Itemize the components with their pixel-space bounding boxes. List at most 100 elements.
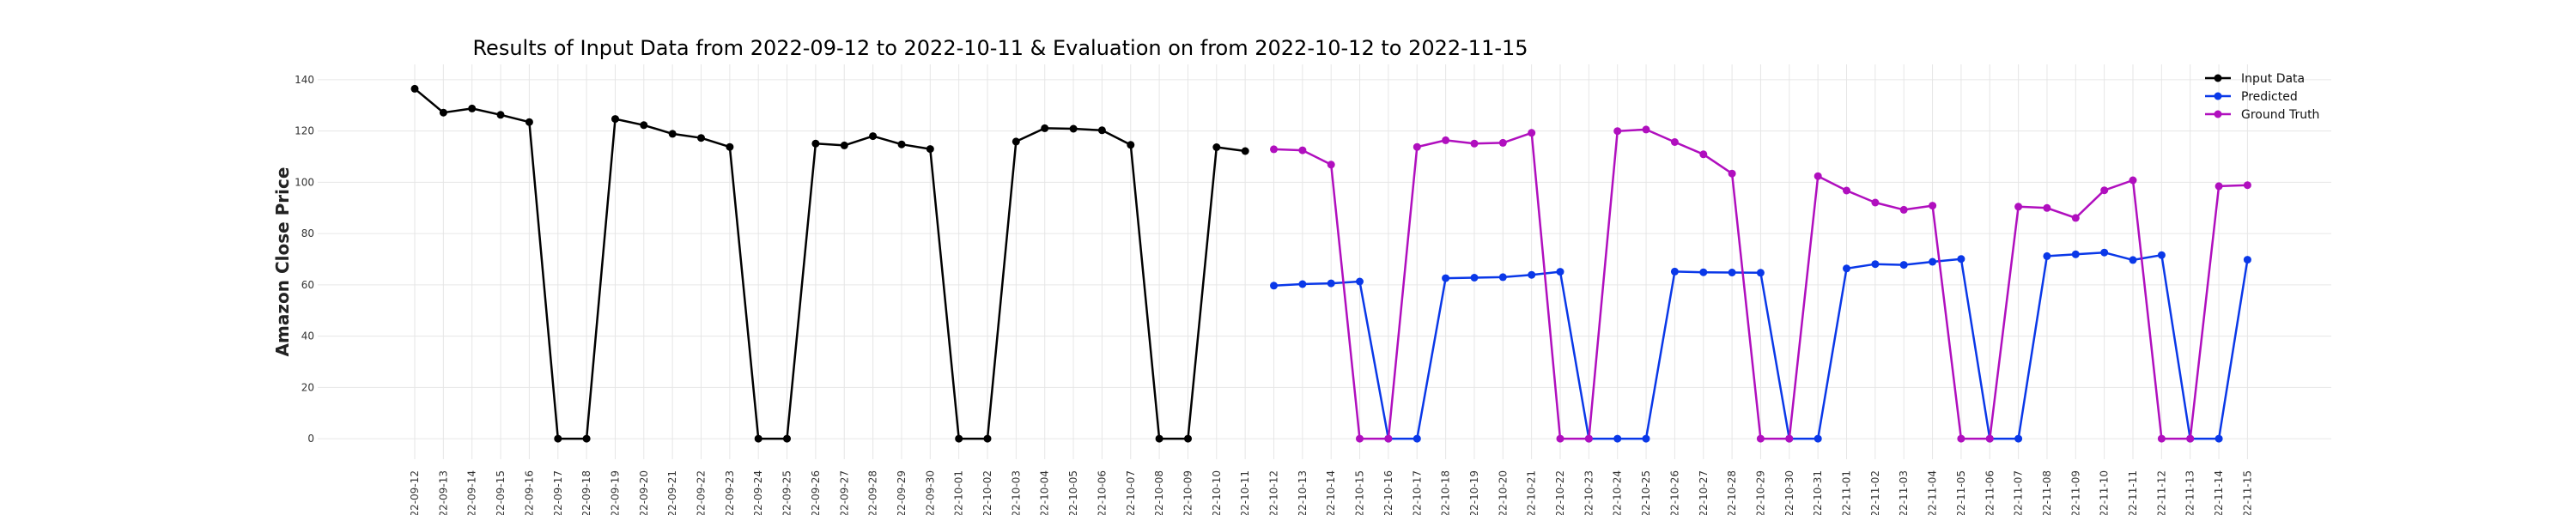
x-tick-label: 22-10-05	[1067, 470, 1079, 515]
data-point	[525, 118, 533, 126]
chart-title: Results of Input Data from 2022-09-12 to…	[472, 36, 1528, 60]
x-tick-label: 22-11-11	[2127, 470, 2139, 515]
data-point	[468, 104, 477, 112]
data-point	[1613, 434, 1622, 443]
data-point	[1899, 261, 1908, 270]
y-axis-ticks: 0 20 40 60 80 100 120 140	[295, 74, 314, 445]
data-point	[1413, 434, 1421, 443]
x-tick-label: 22-10-09	[1182, 470, 1194, 515]
x-tick-label: 22-10-19	[1468, 470, 1480, 515]
legend-marker	[2214, 110, 2222, 118]
y-tick-label: 60	[301, 279, 314, 291]
data-point	[1642, 434, 1650, 443]
data-point	[1298, 280, 1307, 288]
data-point	[668, 130, 677, 138]
y-tick-label: 0	[307, 433, 314, 445]
x-tick-label: 22-10-13	[1297, 470, 1309, 515]
x-tick-label: 22-11-14	[2213, 470, 2225, 515]
series-lines	[410, 84, 2251, 443]
data-point	[2129, 176, 2137, 185]
x-tick-label: 22-11-13	[2184, 470, 2196, 515]
data-point	[1728, 169, 1736, 178]
x-tick-label: 22-10-27	[1698, 470, 1710, 515]
data-point	[1327, 161, 1335, 169]
x-tick-label: 22-10-08	[1153, 470, 1165, 515]
x-tick-label: 22-10-12	[1268, 470, 1280, 515]
legend-entry: Input Data	[2205, 72, 2305, 86]
x-tick-label: 22-11-10	[2099, 470, 2111, 515]
data-point	[1127, 141, 1135, 149]
x-tick-label: 22-09-12	[409, 470, 421, 515]
x-tick-label: 22-10-03	[1010, 470, 1022, 515]
data-point	[1528, 129, 1536, 137]
x-tick-label: 22-11-01	[1841, 470, 1853, 515]
x-tick-label: 22-10-02	[981, 470, 993, 515]
data-point	[2215, 182, 2223, 191]
data-point	[2157, 251, 2166, 259]
data-point	[640, 121, 648, 130]
legend-entry: Ground Truth	[2205, 108, 2319, 122]
data-point	[554, 434, 562, 443]
x-tick-label: 22-09-21	[666, 470, 678, 515]
data-point	[1155, 434, 1163, 443]
y-tick-label: 100	[295, 176, 314, 188]
data-point	[1241, 147, 1249, 155]
x-tick-label: 22-10-06	[1096, 470, 1108, 515]
data-point	[1957, 255, 1965, 264]
data-point	[1212, 143, 1221, 151]
data-point	[1442, 274, 1450, 282]
legend: Input Data Predicted Ground Truth	[2205, 72, 2319, 122]
legend-label: Predicted	[2241, 90, 2298, 104]
x-tick-label: 22-10-21	[1526, 470, 1538, 515]
data-point	[1327, 279, 1335, 288]
x-tick-label: 22-11-08	[2041, 470, 2053, 515]
x-tick-label: 22-09-27	[838, 470, 850, 515]
x-tick-label: 22-10-16	[1382, 470, 1394, 515]
x-tick-label: 22-09-18	[580, 470, 592, 515]
data-point	[926, 145, 934, 154]
y-tick-label: 140	[295, 74, 314, 86]
data-point	[1384, 434, 1393, 443]
data-point	[2215, 434, 2223, 443]
y-tick-label: 40	[301, 330, 314, 342]
x-tick-label: 22-09-20	[638, 470, 650, 515]
data-point	[1528, 270, 1536, 279]
data-point	[2243, 256, 2251, 264]
x-tick-label: 22-11-15	[2241, 470, 2253, 515]
data-point	[1756, 269, 1765, 277]
x-tick-label: 22-10-20	[1497, 470, 1509, 515]
x-tick-label: 22-09-30	[924, 470, 936, 515]
data-point	[496, 111, 505, 119]
data-point	[582, 434, 591, 443]
data-point	[897, 140, 906, 148]
x-tick-label: 22-09-26	[810, 470, 822, 515]
data-point	[1613, 127, 1622, 136]
x-tick-label: 22-10-24	[1612, 470, 1624, 515]
data-point	[1270, 282, 1278, 290]
data-point	[1097, 126, 1106, 135]
data-point	[2071, 250, 2080, 258]
data-point	[2071, 214, 2080, 222]
data-point	[1814, 434, 1822, 443]
legend-entry: Predicted	[2205, 90, 2298, 104]
x-tick-label: 22-10-30	[1783, 470, 1795, 515]
x-tick-label: 22-10-11	[1239, 470, 1251, 515]
x-tick-label: 22-09-15	[495, 470, 507, 515]
x-tick-label: 22-09-19	[609, 470, 621, 515]
data-point	[840, 141, 848, 149]
x-tick-label: 22-10-04	[1039, 470, 1051, 515]
x-tick-label: 22-10-23	[1583, 470, 1595, 515]
data-point	[1184, 434, 1192, 443]
x-tick-label: 22-11-04	[1927, 470, 1939, 515]
legend-label: Ground Truth	[2241, 108, 2319, 122]
data-point	[1871, 198, 1880, 207]
x-tick-label: 22-09-29	[896, 470, 908, 515]
x-tick-label: 22-10-26	[1668, 470, 1680, 515]
series-2	[1270, 125, 2251, 443]
x-tick-label: 22-10-15	[1354, 470, 1366, 515]
x-tick-label: 22-11-07	[2013, 470, 2025, 515]
data-point	[1041, 124, 1049, 132]
x-tick-label: 22-10-18	[1440, 470, 1452, 515]
data-point	[1270, 145, 1278, 154]
